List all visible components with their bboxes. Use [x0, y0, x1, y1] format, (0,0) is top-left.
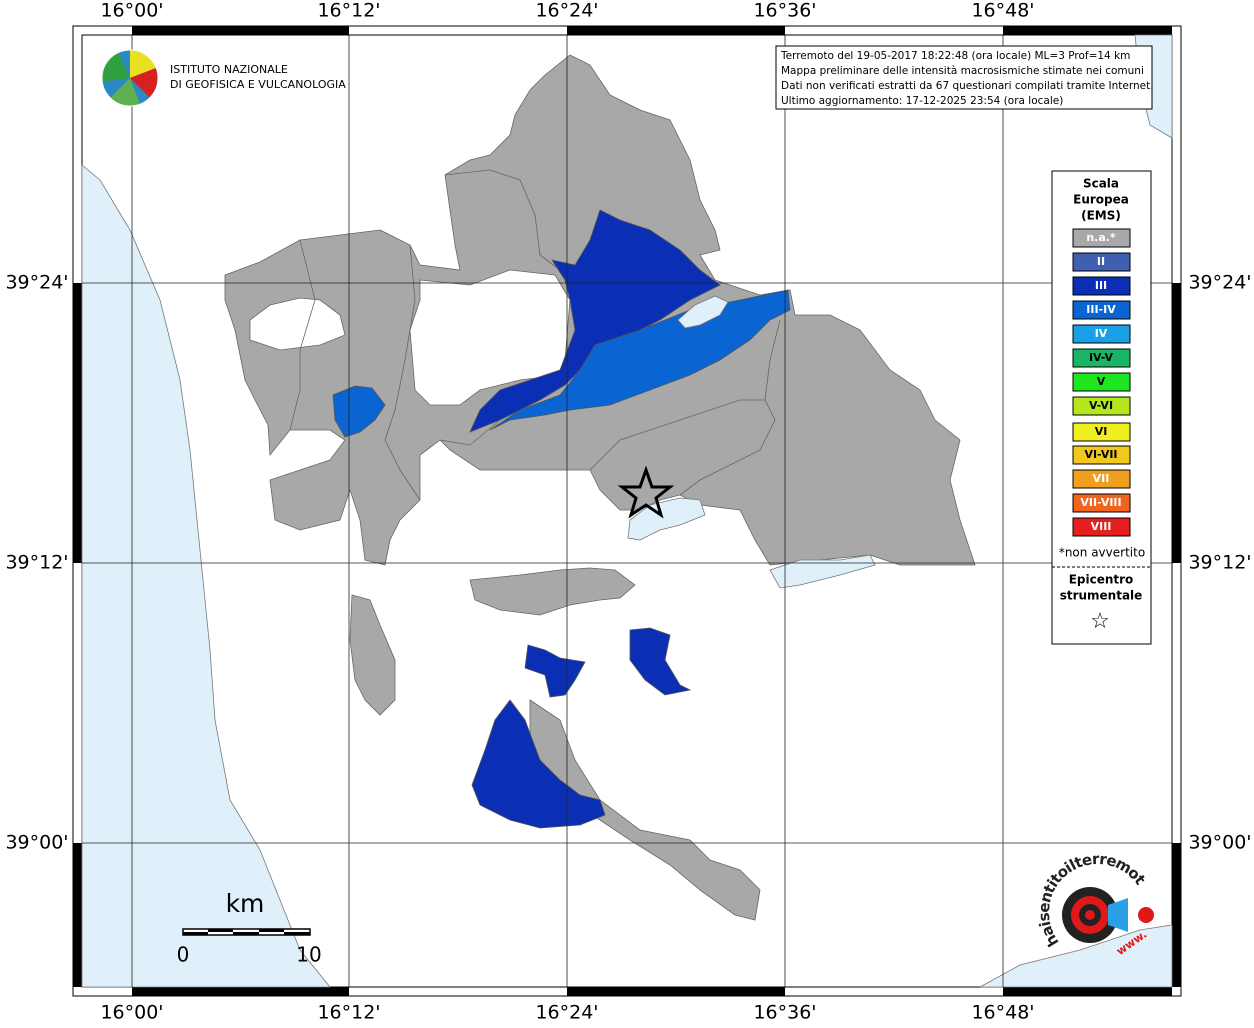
lon-label: 16°48' — [971, 1002, 1034, 1024]
no-data-area — [409, 269, 571, 406]
lon-label: 16°36' — [753, 0, 816, 22]
legend-label: III-IV — [1086, 303, 1116, 316]
sea — [81, 164, 331, 988]
scale-unit: km — [226, 889, 265, 918]
borders — [289, 169, 781, 501]
legend-label: III — [1095, 279, 1107, 292]
legend-swatch — [1072, 324, 1131, 344]
legend-epicenter: strumentale — [1060, 589, 1143, 603]
info-line: Ultimo aggiornamento: 17-12-2025 23:54 (… — [781, 95, 1063, 107]
lon-label: 16°12' — [317, 0, 380, 22]
lon-label: 16°00' — [100, 1002, 163, 1024]
municipality — [489, 289, 791, 431]
lat-label: 39°24' — [1188, 272, 1251, 294]
legend-swatch — [1072, 300, 1131, 320]
legend-swatch — [1072, 276, 1131, 296]
legend-swatch — [1072, 252, 1131, 272]
legend-epicenter: Epicentro — [1069, 573, 1134, 587]
legend-swatch — [1072, 517, 1131, 537]
info-text: Terremoto del 19-05-2017 18:22:48 (ora l… — [780, 50, 1154, 107]
no-data-area — [249, 297, 346, 351]
municipality — [332, 385, 386, 438]
coordinate-labels: 16°00' 16°00' 16°12' 16°12' 16°24' 16°24' 16°3… — [5, 0, 1251, 1024]
legend-label: VI-VII — [1084, 448, 1117, 461]
ingv-logo: ISTITUTO NAZIONALE DI GEOFISICA E VULCAN… — [101, 49, 346, 107]
municipality — [349, 594, 396, 716]
lat-label: 39°24' — [5, 272, 68, 294]
grid-lines — [82, 35, 1172, 987]
logo-text: DI GEOFISICA E VULCANOLOGIA — [170, 78, 346, 91]
lon-label: 16°48' — [971, 0, 1034, 22]
legend-note: *non avvertito — [1059, 546, 1145, 560]
legend-title-line: Europea — [1073, 193, 1129, 207]
lon-label: 16°24' — [535, 0, 598, 22]
lake — [627, 497, 706, 541]
municipality — [471, 699, 606, 829]
lon-label: 16°12' — [317, 1002, 380, 1024]
legend-swatch — [1072, 348, 1131, 368]
legend-swatch — [1072, 396, 1131, 416]
scale-bar: km 0 10 — [177, 889, 322, 967]
legend-label: V — [1097, 375, 1106, 388]
legend-title-line: (EMS) — [1081, 209, 1121, 223]
legend-label: VII — [1093, 472, 1110, 485]
municipality — [629, 627, 692, 696]
scale-label: 0 — [177, 943, 190, 967]
scale-label: 10 — [296, 943, 321, 967]
legend-swatch — [1072, 493, 1131, 513]
lon-label: 16°00' — [100, 0, 163, 22]
lat-label: 39°12' — [1188, 552, 1251, 574]
legend-swatch — [1072, 228, 1131, 248]
lake — [677, 295, 729, 329]
legend-swatch — [1072, 422, 1131, 442]
legend-label: V-VI — [1089, 399, 1113, 412]
legend-epicenter-symbol: ☆ — [1090, 609, 1110, 634]
lat-label: 39°00' — [5, 832, 68, 854]
municipality — [469, 567, 636, 616]
legend-swatch — [1072, 469, 1131, 489]
lat-label: 39°12' — [5, 552, 68, 574]
lat-label: 39°00' — [1188, 832, 1251, 854]
legend-label: IV-V — [1089, 351, 1114, 364]
legend-items: n.a.*IIIIIIII-IVIVIV-VVV-VIVIVI-VIIVIIVI… — [1072, 228, 1131, 537]
legend-label: II — [1097, 255, 1105, 268]
lon-label: 16°24' — [535, 1002, 598, 1024]
legend-title: Scala Europea (EMS) — [1073, 177, 1129, 223]
epicenter — [617, 465, 675, 519]
legend-title-line: Scala — [1083, 177, 1119, 191]
frame-bands — [73, 26, 1181, 996]
logo-text: ISTITUTO NAZIONALE — [170, 63, 288, 76]
legend-swatch — [1072, 445, 1131, 465]
info-box — [775, 45, 1153, 110]
legend-label: IV — [1095, 327, 1108, 340]
legend-label: n.a.* — [1086, 231, 1116, 244]
legend-swatch — [1072, 372, 1131, 392]
info-line: Dati non verificati estratti da 67 quest… — [781, 80, 1154, 92]
info-line: Terremoto del 19-05-2017 18:22:48 (ora l… — [780, 50, 1130, 62]
legend-label: VIII — [1091, 520, 1112, 533]
info-line: Mappa preliminare delle intensità macros… — [781, 65, 1144, 77]
legend-label: VI — [1095, 425, 1108, 438]
lon-label: 16°36' — [753, 1002, 816, 1024]
sea — [979, 924, 1173, 988]
municipality — [524, 644, 586, 698]
legend-label: VII-VIII — [1080, 496, 1121, 509]
